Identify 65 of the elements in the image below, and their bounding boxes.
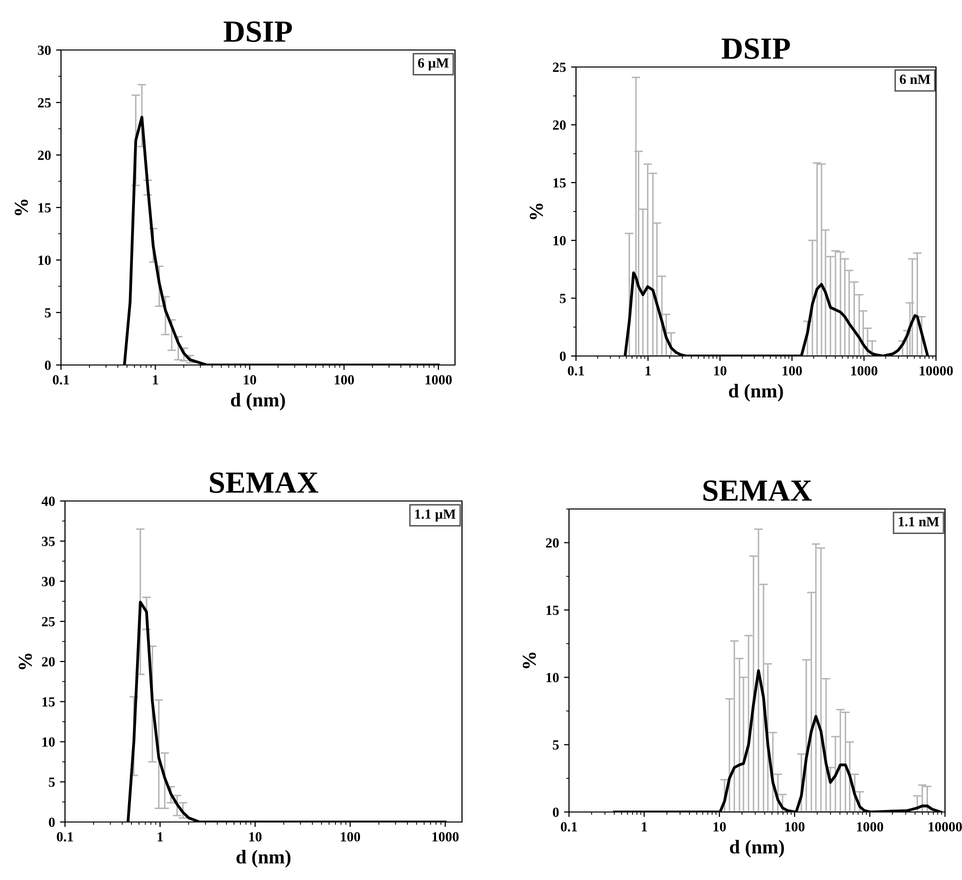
y-tick-label: 35 — [42, 536, 55, 546]
y-tick-label: 0 — [48, 818, 55, 827]
x-tick-label: 100 — [334, 375, 354, 384]
y-tick-label: 10 — [38, 256, 51, 265]
y-tick-label: 40 — [42, 496, 55, 506]
y-tick-label: 20 — [38, 150, 51, 160]
x-tick-label: 10 — [714, 822, 726, 832]
x-tick-label: 10 — [249, 832, 262, 842]
y-tick-label: 15 — [554, 178, 566, 188]
x-tick-label: 1 — [642, 822, 647, 832]
y-axis-title: % — [522, 652, 536, 668]
x-tick-label: 0.1 — [56, 832, 73, 842]
x-tick-label: 10 — [714, 366, 726, 376]
chart-title: DSIP — [224, 21, 292, 42]
y-tick-label: 5 — [48, 778, 55, 787]
y-tick-label: 10 — [546, 672, 559, 682]
x-tick-label: 0.1 — [52, 375, 69, 385]
y-tick-label: 15 — [38, 203, 51, 212]
y-tick-label: 30 — [38, 46, 51, 55]
y-tick-label: 15 — [546, 606, 559, 615]
y-tick-label: 5 — [44, 308, 51, 318]
chart-title: SEMAX — [210, 472, 318, 493]
x-axis-title: d (nm) — [728, 384, 783, 402]
x-tick-label: 1 — [646, 366, 651, 376]
x-tick-label: 100 — [785, 822, 804, 832]
y-tick-label: 0 — [552, 808, 559, 817]
y-axis-title: % — [14, 200, 28, 216]
y-tick-label: 15 — [42, 697, 55, 707]
y-tick-label: 5 — [552, 740, 559, 750]
y-tick-label: 0 — [44, 360, 51, 370]
x-tick-label: 10000 — [920, 366, 953, 376]
x-tick-label: 10000 — [928, 822, 962, 832]
x-tick-label: 1000 — [426, 375, 452, 384]
annotation: 6 nM — [900, 74, 930, 84]
y-tick-label: 20 — [42, 657, 55, 666]
y-tick-label: 20 — [552, 120, 566, 130]
x-tick-label: 1000 — [857, 822, 884, 832]
x-tick-label: 1000 — [432, 832, 459, 842]
y-axis-title: % — [18, 654, 32, 670]
annotation: 6 µM — [418, 58, 449, 70]
x-axis-title: d (nm) — [730, 840, 784, 858]
annotation: 1.1 µM — [415, 509, 456, 522]
y-tick-label: 25 — [38, 98, 51, 108]
x-tick-label: 0.1 — [560, 822, 577, 832]
chart-title: DSIP — [722, 38, 790, 59]
x-tick-label: 10 — [244, 375, 256, 384]
x-tick-label: 0.1 — [568, 366, 584, 376]
x-axis-title: d (nm) — [230, 392, 285, 411]
x-tick-label: 100 — [782, 366, 802, 376]
chart-title: SEMAX — [703, 480, 812, 501]
x-tick-label: 1 — [152, 375, 158, 384]
y-tick-label: 30 — [42, 576, 55, 586]
y-tick-label: 25 — [552, 62, 566, 72]
y-tick-label: 20 — [546, 538, 559, 548]
y-tick-label: 10 — [42, 737, 55, 747]
y-tick-label: 10 — [554, 236, 566, 246]
y-tick-label: 0 — [560, 352, 566, 361]
y-axis-title: % — [530, 204, 543, 220]
x-axis-title: d (nm) — [236, 850, 290, 868]
x-tick-label: 100 — [340, 832, 360, 842]
x-tick-label: 1 — [158, 832, 163, 842]
y-tick-label: 5 — [560, 294, 566, 304]
y-tick-label: 25 — [42, 616, 55, 626]
annotation: 1.1 nM — [898, 517, 939, 526]
x-tick-label: 1000 — [851, 366, 878, 376]
